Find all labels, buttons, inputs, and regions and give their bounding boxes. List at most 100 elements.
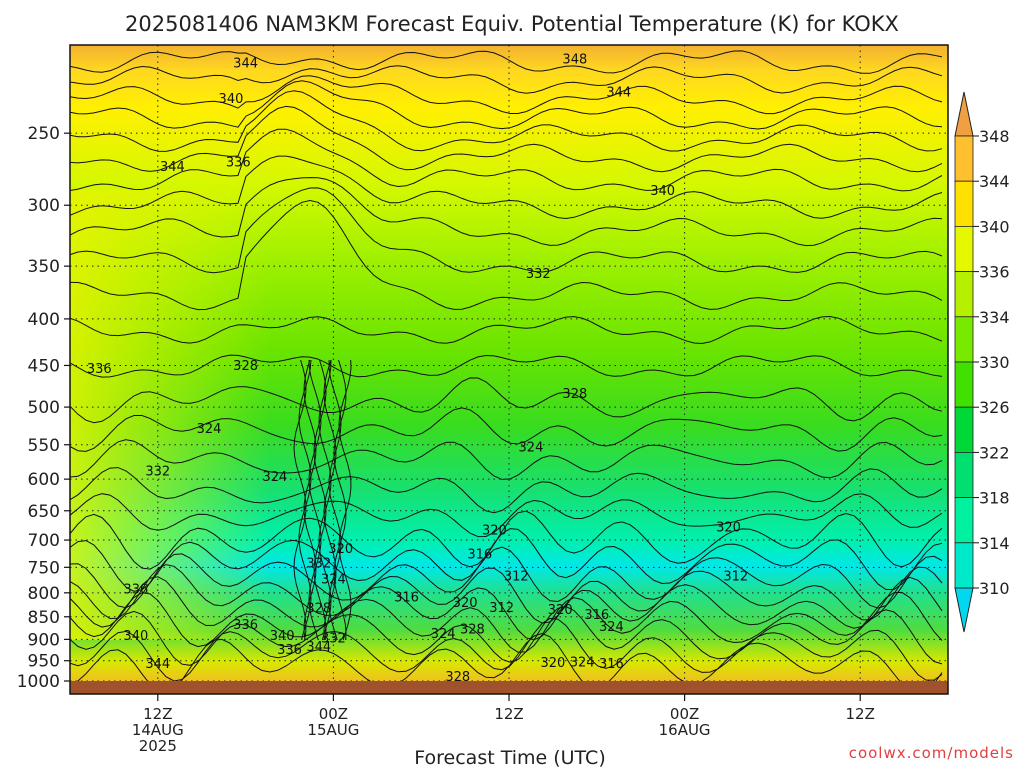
contour-line (70, 199, 943, 311)
contour-label: 324 (599, 620, 624, 635)
colorbar-swatch (954, 316, 974, 363)
contour-label: 320 (482, 523, 507, 538)
contour-lines (70, 50, 943, 681)
contour-label: 344 (306, 640, 331, 655)
contour-line (70, 128, 943, 192)
contour-line (338, 359, 352, 641)
contour-label: 332 (306, 557, 331, 572)
field-layer (70, 45, 948, 681)
contour-line (70, 377, 943, 424)
contour-label: 324 (570, 656, 595, 671)
contour-line (333, 359, 347, 641)
contour-line (70, 65, 943, 94)
colorbar-label: 340 (979, 217, 1010, 236)
contour-label: 336 (123, 582, 148, 597)
contour-label: 340 (650, 184, 675, 199)
contour-label: 332 (145, 464, 170, 479)
contour-label: 348 (562, 52, 587, 67)
contour-line (308, 359, 322, 641)
contour-line (318, 359, 332, 641)
contour-label: 324 (519, 440, 544, 455)
y-tick-label: 600 (28, 470, 60, 490)
contour-line (70, 177, 943, 247)
contour-label: 344 (160, 160, 185, 175)
colorbar-max-arrow (954, 91, 974, 137)
y-axis: 2503003504004505005506006507007508008509… (17, 124, 70, 692)
contour-label: 336 (277, 643, 302, 658)
contour-line (70, 407, 943, 452)
contour-line (76, 632, 943, 681)
colorbar-label: 314 (979, 534, 1010, 553)
colorbar-label: 330 (979, 353, 1010, 372)
contour-line (293, 359, 307, 641)
colorbar-swatch (954, 271, 974, 318)
contour-label: 320 (328, 542, 353, 557)
contour-line (70, 564, 943, 624)
grid (70, 45, 948, 681)
contour-label: 316 (467, 548, 492, 563)
y-tick-label: 750 (28, 558, 60, 578)
y-tick-label: 900 (28, 630, 60, 650)
x-tick-label: 2025 (139, 737, 177, 755)
contour-label: 340 (219, 92, 244, 107)
contour-label: 328 (460, 622, 485, 637)
y-tick-label: 450 (28, 356, 60, 376)
colorbar-label: 348 (979, 127, 1010, 146)
x-tick-label: 00Z (319, 705, 348, 723)
contour-label: 312 (723, 570, 748, 585)
contour-label: 324 (262, 470, 287, 485)
contour-line (70, 576, 943, 641)
contour-label: 340 (123, 629, 148, 644)
contour-label: 320 (548, 603, 573, 618)
y-tick-label: 850 (28, 608, 60, 628)
colorbar-label: 334 (979, 308, 1010, 327)
contour-label: 312 (489, 601, 514, 616)
y-tick-label: 950 (28, 652, 60, 672)
contour-label: 316 (584, 608, 609, 623)
contour-label: 328 (562, 387, 587, 402)
contour-label: 336 (226, 156, 251, 171)
y-tick-label: 500 (28, 398, 60, 418)
y-tick-label: 250 (28, 124, 60, 144)
contour-line (70, 315, 943, 345)
contour-line (70, 467, 943, 514)
contour-line (298, 359, 312, 641)
x-tick-label: 12Z (143, 705, 172, 723)
contour-label: 320 (540, 656, 565, 671)
ground-strip (70, 681, 948, 694)
contour-label: 316 (599, 657, 624, 672)
y-tick-label: 550 (28, 436, 60, 456)
contour-line (70, 105, 943, 173)
y-tick-label: 800 (28, 584, 60, 604)
y-tick-label: 300 (28, 196, 60, 216)
colorbar-min-arrow (954, 587, 974, 633)
x-tick-label: 16AUG (659, 721, 711, 739)
y-tick-label: 700 (28, 531, 60, 551)
colorbar-swatch (954, 225, 974, 272)
chart-title: 2025081406 NAM3KM Forecast Equiv. Potent… (125, 12, 899, 36)
y-tick-label: 400 (28, 310, 60, 330)
contour-label: 312 (504, 570, 529, 585)
contour-line (70, 591, 943, 653)
x-axis-label: Forecast Time (UTC) (414, 747, 605, 768)
colorbar-label: 318 (979, 489, 1010, 508)
colorbar-swatch (954, 542, 974, 589)
contour-line (70, 528, 943, 592)
colorbar-swatch (954, 406, 974, 453)
contour-label: 324 (197, 422, 222, 437)
contour-label: 324 (321, 572, 346, 587)
x-tick-label: 12Z (494, 705, 523, 723)
contour-label: 344 (145, 657, 170, 672)
colorbar-swatch (954, 497, 974, 544)
contour-line (70, 354, 943, 378)
colorbar-swatch (954, 135, 974, 182)
contour-label: 332 (526, 267, 551, 282)
contour-label: 328 (445, 670, 470, 685)
contour-label: 320 (716, 521, 741, 536)
colorbar-swatch (954, 180, 974, 227)
colorbar-swatch (954, 361, 974, 408)
colorbar-swatch (954, 451, 974, 498)
